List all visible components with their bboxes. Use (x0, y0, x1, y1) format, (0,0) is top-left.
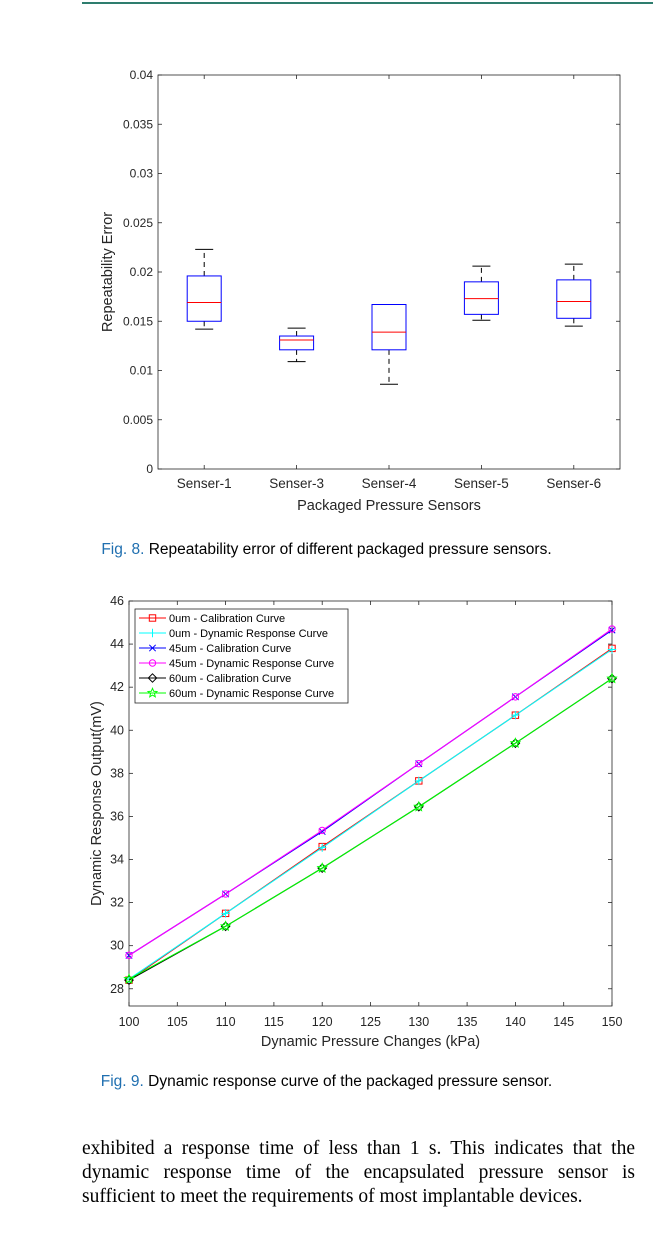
figure-8-caption-text: Repeatability error of different package… (148, 541, 552, 558)
legend-marker (148, 659, 157, 667)
figure-9-caption: Fig. 9. Dynamic response curve of the pa… (0, 1073, 653, 1091)
legend-entry: 0um - Calibration Curve (169, 613, 285, 625)
y-tick-label: 0 (146, 462, 153, 476)
box (556, 279, 592, 319)
data-point (511, 710, 520, 720)
y-tick-label: 30 (110, 939, 124, 953)
legend-entry: 60um - Dynamic Response Curve (169, 688, 334, 700)
header-rule (82, 2, 653, 4)
figure-9-caption-label: Fig. 9. (100, 1073, 144, 1090)
legend-entry: 45um - Dynamic Response Curve (169, 658, 334, 670)
x-tick-label: 135 (457, 1015, 478, 1029)
y-tick-label: 0.015 (123, 314, 153, 328)
x-tick-label: Senser-5 (454, 476, 509, 491)
data-point (219, 920, 232, 932)
x-tick-label: Senser-4 (362, 476, 417, 491)
y-tick-label: 40 (110, 723, 124, 737)
y-tick-label: 0.025 (123, 216, 153, 230)
y-tick-label: 32 (110, 896, 124, 910)
figure-8-caption: Fig. 8. Repeatability error of different… (0, 541, 653, 559)
series-line (128, 649, 613, 980)
data-point (413, 800, 425, 812)
y-tick-label: 42 (110, 680, 124, 694)
legend-entry: 45um - Calibration Curve (169, 643, 291, 655)
data-point (316, 862, 328, 873)
y-tick-label: 44 (110, 637, 124, 651)
data-point (125, 951, 133, 960)
body-paragraph: exhibited a response time of less than 1… (82, 1138, 635, 1207)
legend-marker (148, 628, 157, 638)
data-point (318, 826, 326, 835)
y-tick-label: 38 (110, 766, 124, 780)
data-point (511, 693, 520, 701)
data-point (221, 909, 230, 918)
legend-marker (148, 644, 157, 652)
legend-marker (146, 686, 159, 698)
y-tick-label: 0.035 (123, 117, 153, 131)
plot-frame (157, 74, 621, 470)
data-point (509, 737, 522, 749)
y-tick-label: 0.04 (130, 68, 154, 82)
x-tick-label: Senser-3 (269, 476, 324, 491)
x-tick-label: 100 (119, 1015, 140, 1029)
series-line (128, 628, 613, 956)
box (371, 304, 407, 351)
figure-8-caption-label: Fig. 8. (101, 541, 145, 558)
data-point (606, 672, 618, 684)
x-tick-label: 140 (505, 1015, 526, 1029)
figure-9-caption-text: Dynamic response curve of the packaged p… (148, 1073, 553, 1090)
y-tick-label: 0.03 (130, 167, 154, 181)
y-tick-label: 0.01 (130, 364, 154, 378)
x-tick-label: 130 (408, 1015, 429, 1029)
figure-8-boxplot: 0 0.005 0.01 0.015 0.02 0.025 0.03 0.035 0.04 Sen… (100, 68, 621, 514)
x-axis-label: Packaged Pressure Sensors (297, 498, 481, 514)
legend-box (134, 608, 349, 704)
x-tick-label: 145 (553, 1015, 574, 1029)
x-tick-label: 125 (360, 1015, 381, 1029)
y-tick-label: 36 (110, 809, 124, 823)
data-point (415, 759, 423, 768)
x-tick-label: 110 (216, 1015, 236, 1029)
data-point (414, 776, 423, 786)
data-point (221, 890, 230, 898)
y-tick-label: 34 (110, 853, 124, 867)
x-tick-label: 150 (602, 1015, 623, 1029)
x-tick-label: Senser-1 (177, 476, 232, 491)
x-tick-label: 115 (264, 1015, 284, 1029)
y-tick-label: 0.005 (123, 413, 153, 427)
y-tick-label: 28 (110, 982, 124, 996)
data-point (123, 973, 135, 984)
series-1 (124, 645, 617, 984)
legend-marker (147, 673, 158, 683)
data-point (318, 843, 327, 852)
data-point (608, 626, 616, 634)
y-axis-label: Dynamic Response Output(mV) (89, 701, 105, 906)
data-point (607, 645, 617, 654)
y-tick-label: 0.02 (130, 265, 154, 279)
x-tick-label: 120 (312, 1015, 333, 1029)
legend-entry: 60um - Calibration Curve (169, 673, 291, 685)
x-tick-label: Senser-6 (546, 476, 601, 491)
series-5 (123, 672, 618, 984)
figure-9-linechart: 100 105 110 115 120 125 130 135 140 145 150 28 30 32 3… (89, 594, 623, 1050)
box (279, 335, 315, 351)
legend-entry: 0um - Dynamic Response Curve (169, 628, 328, 640)
series-line (128, 678, 613, 980)
legend-marker (148, 614, 157, 622)
y-tick-label: 46 (110, 594, 124, 608)
box (186, 275, 222, 322)
series-3 (125, 625, 616, 960)
x-axis-label: Dynamic Pressure Changes (kPa) (261, 1034, 480, 1050)
x-tick-label: 105 (167, 1015, 188, 1029)
y-axis-label: Repeatability Error (100, 212, 116, 332)
data-point (608, 625, 616, 633)
